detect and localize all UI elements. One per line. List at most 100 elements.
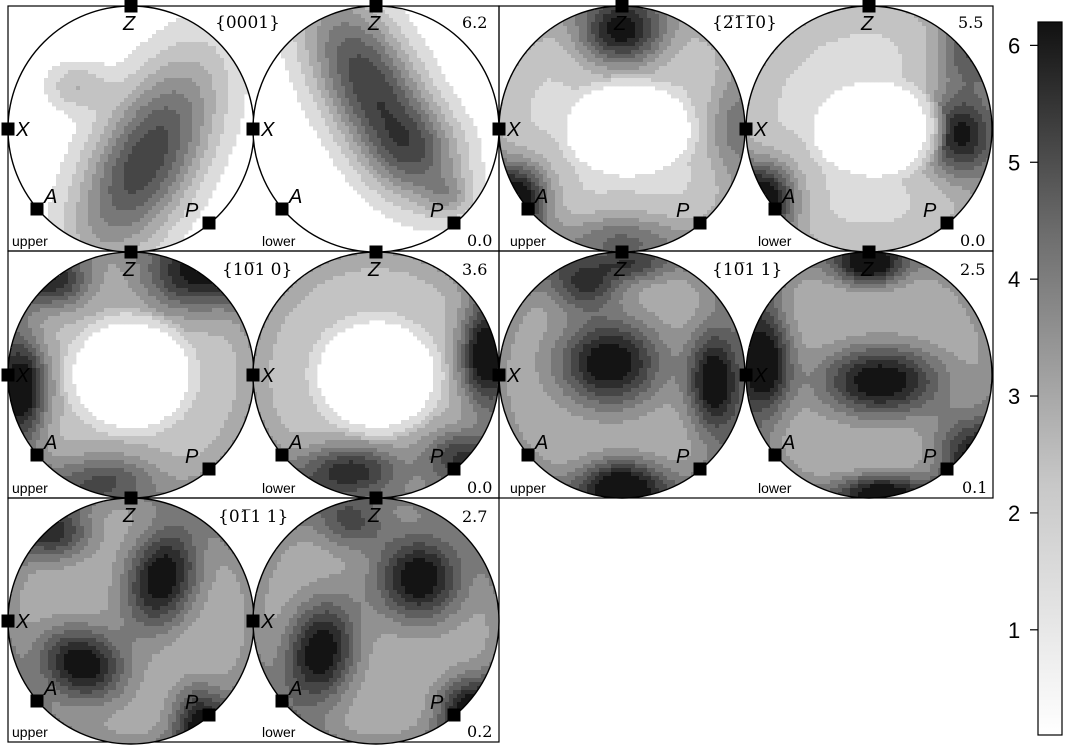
- lower-hemisphere-plot: Z X A P: [739, 245, 993, 499]
- a-axis-marker: [768, 202, 782, 216]
- p-axis-marker: [693, 462, 707, 476]
- a-axis-label: A: [781, 186, 795, 208]
- colorbar-tick-label: 5: [1008, 150, 1020, 175]
- a-axis-label: A: [43, 186, 57, 208]
- upper-hemisphere-plot: Z X A P: [1, 0, 255, 253]
- a-axis-marker: [768, 448, 782, 462]
- x-axis-label: X: [15, 119, 30, 141]
- a-axis-label: A: [288, 186, 302, 208]
- x-axis-marker: [246, 368, 260, 382]
- x-axis-label: X: [753, 365, 768, 387]
- colorbar-tick-label: 4: [1008, 267, 1020, 292]
- p-axis-marker: [202, 708, 216, 722]
- p-axis-label: P: [185, 200, 199, 222]
- min-value-10-1-1: 0.1: [962, 478, 987, 497]
- contour-map: [746, 6, 992, 252]
- x-axis-label: X: [260, 611, 275, 633]
- z-axis-label: Z: [860, 13, 874, 35]
- upper-hemisphere-plot: Z X A P: [492, 0, 746, 253]
- panel-title-2-1-1-0: {2̅1̅1̅0}: [712, 13, 777, 33]
- p-axis-marker: [447, 708, 461, 722]
- upper-hemisphere-plot: Z X A P: [1, 491, 255, 745]
- contour-map: [253, 6, 499, 252]
- lower-label-2-1-1-0: lower: [758, 233, 792, 249]
- p-axis-marker: [447, 216, 461, 230]
- x-axis-marker: [1, 368, 15, 382]
- z-axis-label: Z: [122, 505, 136, 527]
- upper-label-0001: upper: [12, 233, 48, 249]
- lower-hemisphere-plot: Z X A P: [246, 0, 500, 253]
- z-axis-marker: [369, 491, 383, 505]
- p-axis-marker: [202, 462, 216, 476]
- a-axis-label: A: [534, 186, 548, 208]
- a-axis-label: A: [43, 678, 57, 700]
- colorbar-tick-label: 2: [1008, 501, 1020, 526]
- panel-title-10-1-1: {10̅1 1}: [712, 260, 782, 280]
- a-axis-marker: [30, 202, 44, 216]
- p-axis-marker: [940, 216, 954, 230]
- z-axis-marker: [124, 245, 138, 259]
- z-axis-label: Z: [860, 259, 874, 281]
- a-axis-marker: [30, 448, 44, 462]
- upper-hemisphere-plot: Z X A P: [492, 245, 746, 499]
- a-axis-marker: [275, 448, 289, 462]
- x-axis-marker: [246, 122, 260, 136]
- a-axis-marker: [275, 202, 289, 216]
- z-axis-marker: [862, 0, 876, 13]
- p-axis-marker: [940, 462, 954, 476]
- pole-figures: Z X A P Z X A P Z X A P Z X A P Z X A P Z X A P Z X A P Z X A P Z X A P Z X A P: [1, 0, 993, 745]
- contour-map: [253, 498, 499, 744]
- z-axis-marker: [369, 0, 383, 13]
- z-axis-label: Z: [367, 505, 381, 527]
- colorbar-tick-label: 6: [1008, 33, 1020, 58]
- a-axis-label: A: [534, 432, 548, 454]
- lower-label-10-1-1: lower: [758, 480, 792, 496]
- panel-title-0001: {0001}: [215, 13, 280, 33]
- max-value-10-1-0: 3.6: [462, 260, 487, 279]
- upper-label-01-1-1: upper: [12, 724, 48, 740]
- x-axis-label: X: [506, 365, 521, 387]
- lower-label-01-1-1: lower: [262, 724, 296, 740]
- contour-map: [253, 252, 499, 498]
- p-axis-label: P: [676, 446, 690, 468]
- x-axis-marker: [246, 614, 260, 628]
- z-axis-marker: [124, 491, 138, 505]
- z-axis-marker: [124, 0, 138, 13]
- panel-title-01-1-1: {01̅1 1}: [218, 507, 288, 527]
- a-axis-marker: [521, 448, 535, 462]
- a-axis-label: A: [43, 432, 57, 454]
- z-axis-marker: [862, 245, 876, 259]
- z-axis-marker: [615, 245, 629, 259]
- min-value-2-1-1-0: 0.0: [960, 231, 985, 250]
- p-axis-label: P: [923, 446, 937, 468]
- colorbar-tick-label: 3: [1008, 384, 1020, 409]
- x-axis-marker: [1, 122, 15, 136]
- x-axis-marker: [1, 614, 15, 628]
- z-axis-label: Z: [367, 13, 381, 35]
- a-axis-marker: [521, 202, 535, 216]
- p-axis-label: P: [430, 446, 444, 468]
- lower-label-10-1-0: lower: [262, 480, 296, 496]
- a-axis-label: A: [781, 432, 795, 454]
- x-axis-marker: [739, 368, 753, 382]
- z-axis-label: Z: [367, 259, 381, 281]
- min-value-0001: 0.0: [467, 231, 492, 250]
- a-axis-label: A: [288, 678, 302, 700]
- z-axis-label: Z: [613, 13, 627, 35]
- max-value-01-1-1: 2.7: [462, 507, 487, 526]
- x-axis-label: X: [506, 119, 521, 141]
- lower-hemisphere-plot: Z X A P: [246, 491, 500, 745]
- max-value-0001: 6.2: [462, 13, 487, 32]
- p-axis-label: P: [185, 692, 199, 714]
- z-axis-label: Z: [122, 13, 136, 35]
- x-axis-marker: [492, 368, 506, 382]
- x-axis-marker: [739, 122, 753, 136]
- upper-label-2-1-1-0: upper: [510, 233, 546, 249]
- contour-map: [746, 252, 992, 498]
- colorbar: [1037, 21, 1063, 736]
- contour-map: [499, 6, 745, 252]
- x-axis-label: X: [15, 365, 30, 387]
- lower-hemisphere-plot: Z X A P: [739, 0, 993, 253]
- p-axis-label: P: [430, 692, 444, 714]
- max-value-10-1-1: 2.5: [960, 260, 985, 279]
